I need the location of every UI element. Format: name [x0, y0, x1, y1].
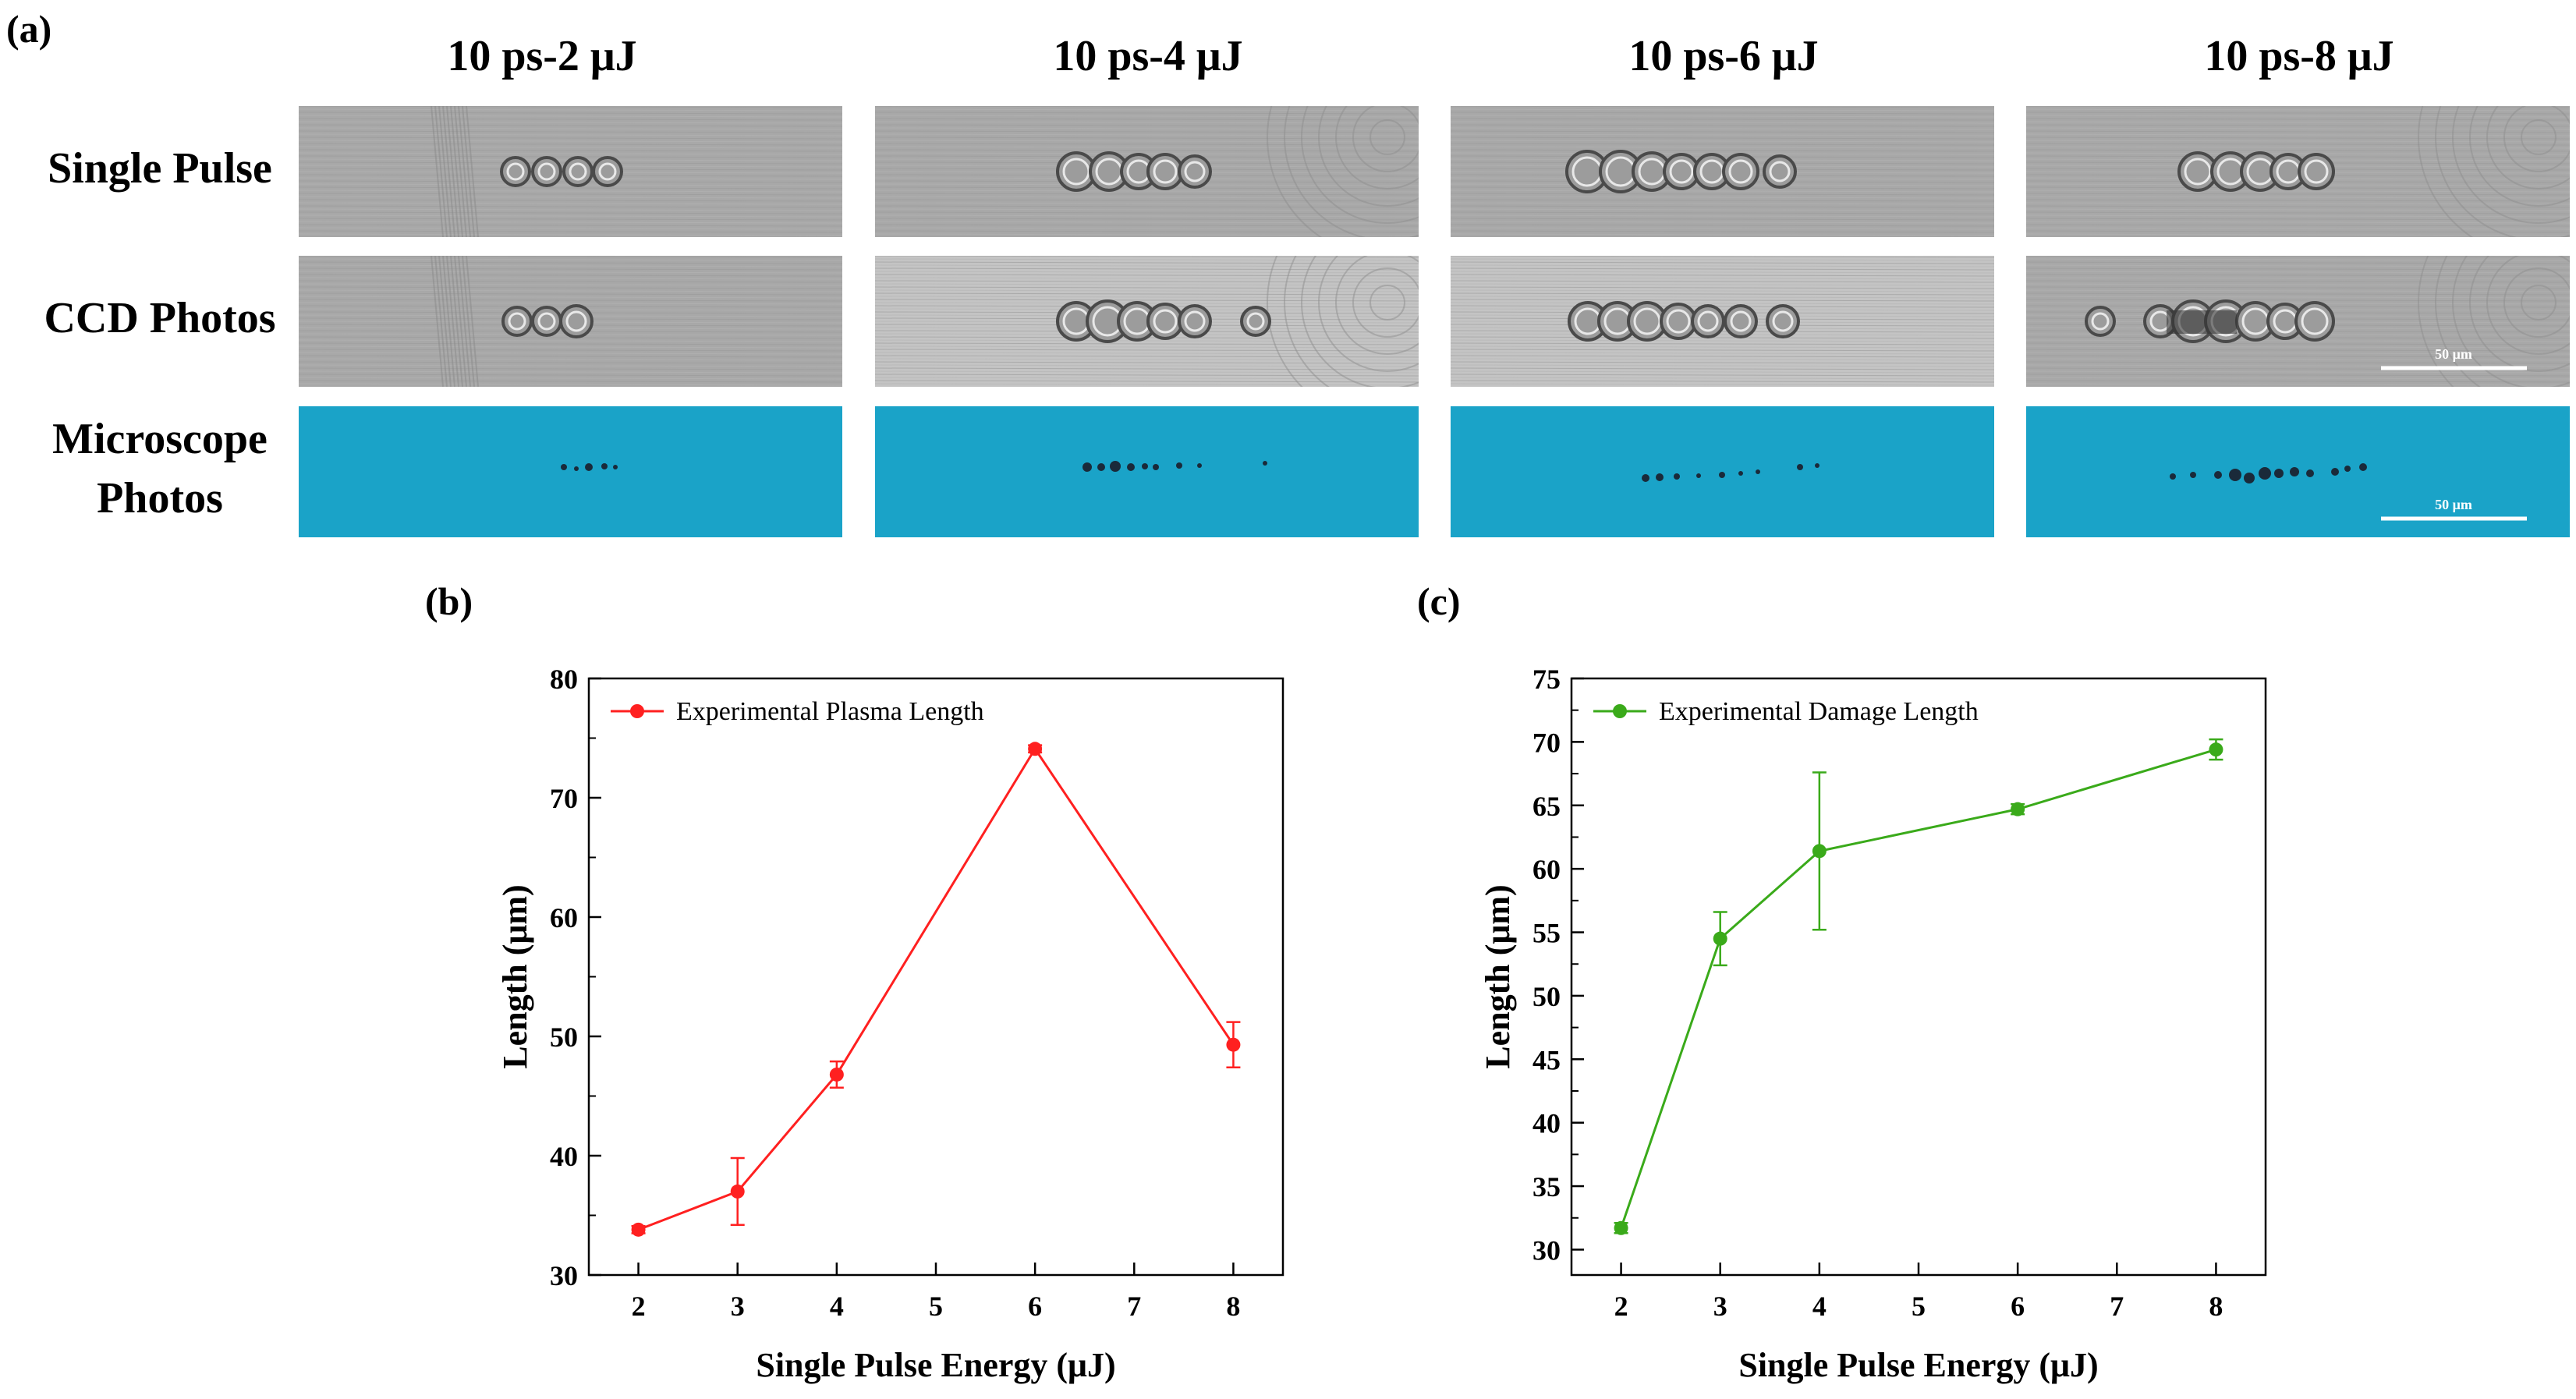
- data-point: [1028, 742, 1043, 756]
- legend-label: Experimental Damage Length: [1659, 697, 1979, 726]
- column-title-6uj: 10 ps-6 μJ: [1628, 32, 1819, 80]
- x-tick-label: 2: [1614, 1291, 1628, 1322]
- x-tick-label: 7: [1127, 1291, 1141, 1322]
- y-tick-label: 60: [550, 902, 578, 933]
- x-tick-label: 4: [1812, 1291, 1827, 1322]
- data-point: [1713, 931, 1727, 946]
- y-axis-label: Length (μm): [1479, 884, 1517, 1068]
- series-line: [1620, 748, 2216, 1229]
- panel-b-label: (b): [425, 579, 473, 623]
- y-tick-label: 30: [1532, 1234, 1561, 1266]
- ccd-photo-image-2: [875, 256, 1419, 387]
- y-tick-label: 35: [1532, 1171, 1561, 1202]
- y-tick-label: 70: [550, 783, 578, 814]
- x-tick-label: 6: [2011, 1291, 2025, 1322]
- x-tick-label: 3: [1713, 1291, 1727, 1322]
- series-line: [638, 746, 1235, 1231]
- row-label-single-pulse: Single Pulse: [48, 144, 272, 193]
- y-tick-label: 75: [1532, 664, 1561, 695]
- ccd-photo-image-1: [299, 256, 842, 387]
- x-axis-label: Single Pulse Energy (μJ): [1738, 1346, 2098, 1384]
- data-point: [1226, 1037, 1241, 1052]
- ccd-photo-image-3: [1451, 256, 1994, 387]
- data-point: [1812, 844, 1827, 859]
- x-tick-label: 2: [632, 1291, 646, 1322]
- y-tick-label: 50: [1532, 981, 1561, 1012]
- legend-marker: [1613, 704, 1627, 718]
- panel-a-label: (a): [6, 7, 52, 51]
- x-tick-label: 8: [2209, 1291, 2223, 1322]
- microscope-photo-image-1: [299, 406, 842, 537]
- column-title-2uj: 10 ps-2 μJ: [447, 32, 637, 80]
- row-label-ccd-photos: CCD Photos: [44, 294, 276, 342]
- scale-bar-label: 50 μm: [2435, 346, 2472, 362]
- x-tick-label: 5: [929, 1291, 943, 1322]
- y-tick-label: 50: [550, 1022, 578, 1053]
- x-axis-label: Single Pulse Energy (μJ): [756, 1346, 1115, 1384]
- y-tick-label: 45: [1532, 1044, 1561, 1075]
- data-point: [2011, 802, 2025, 816]
- y-tick-label: 70: [1532, 727, 1561, 758]
- x-tick-label: 5: [1912, 1291, 1926, 1322]
- y-tick-label: 65: [1532, 791, 1561, 822]
- data-point: [1614, 1220, 1628, 1235]
- legend-marker: [630, 704, 644, 718]
- row-label-microscope-photos: Microscope Photos: [52, 415, 268, 522]
- microscope-photo-image-4: 50 μm: [2026, 406, 2570, 537]
- x-tick-label: 8: [1226, 1291, 1240, 1322]
- column-title-8uj: 10 ps-8 μJ: [2204, 32, 2394, 80]
- data-point: [730, 1184, 745, 1199]
- y-tick-label: 40: [1532, 1108, 1561, 1139]
- microscope-photo-image-2: [875, 406, 1419, 537]
- y-tick-label: 40: [550, 1141, 578, 1172]
- y-axis-label: Length (μm): [496, 884, 534, 1068]
- x-tick-label: 3: [731, 1291, 745, 1322]
- single-pulse-image-1: [299, 106, 842, 237]
- plot-frame: [1570, 677, 2267, 1277]
- data-point: [829, 1067, 844, 1082]
- plasma-length-chart: 2 3 4 5 6 7 8 30 40 50 60 70 80 Single Pulse Energy (…: [496, 664, 1284, 1384]
- data-point: [631, 1222, 646, 1237]
- x-tick-label: 7: [2110, 1291, 2124, 1322]
- ccd-photo-image-4: 50 μm: [2026, 256, 2570, 387]
- panel-c-label: (c): [1417, 579, 1461, 623]
- data-point: [2209, 742, 2223, 757]
- y-tick-label: 60: [1532, 854, 1561, 885]
- y-tick-label: 55: [1532, 918, 1561, 949]
- plot-frame: [587, 677, 1284, 1277]
- single-pulse-image-2: [875, 106, 1419, 237]
- y-tick-label: 30: [550, 1260, 578, 1291]
- x-tick-label: 6: [1028, 1291, 1042, 1322]
- column-title-4uj: 10 ps-4 μJ: [1053, 32, 1243, 80]
- x-tick-label: 4: [830, 1291, 844, 1322]
- y-tick-label: 80: [550, 664, 578, 695]
- legend-label: Experimental Plasma Length: [676, 697, 984, 726]
- microscope-photo-image-3: [1451, 406, 1994, 537]
- single-pulse-image-3: [1451, 106, 1994, 237]
- scale-bar-label: 50 μm: [2435, 497, 2472, 512]
- single-pulse-image-4: [2026, 106, 2570, 237]
